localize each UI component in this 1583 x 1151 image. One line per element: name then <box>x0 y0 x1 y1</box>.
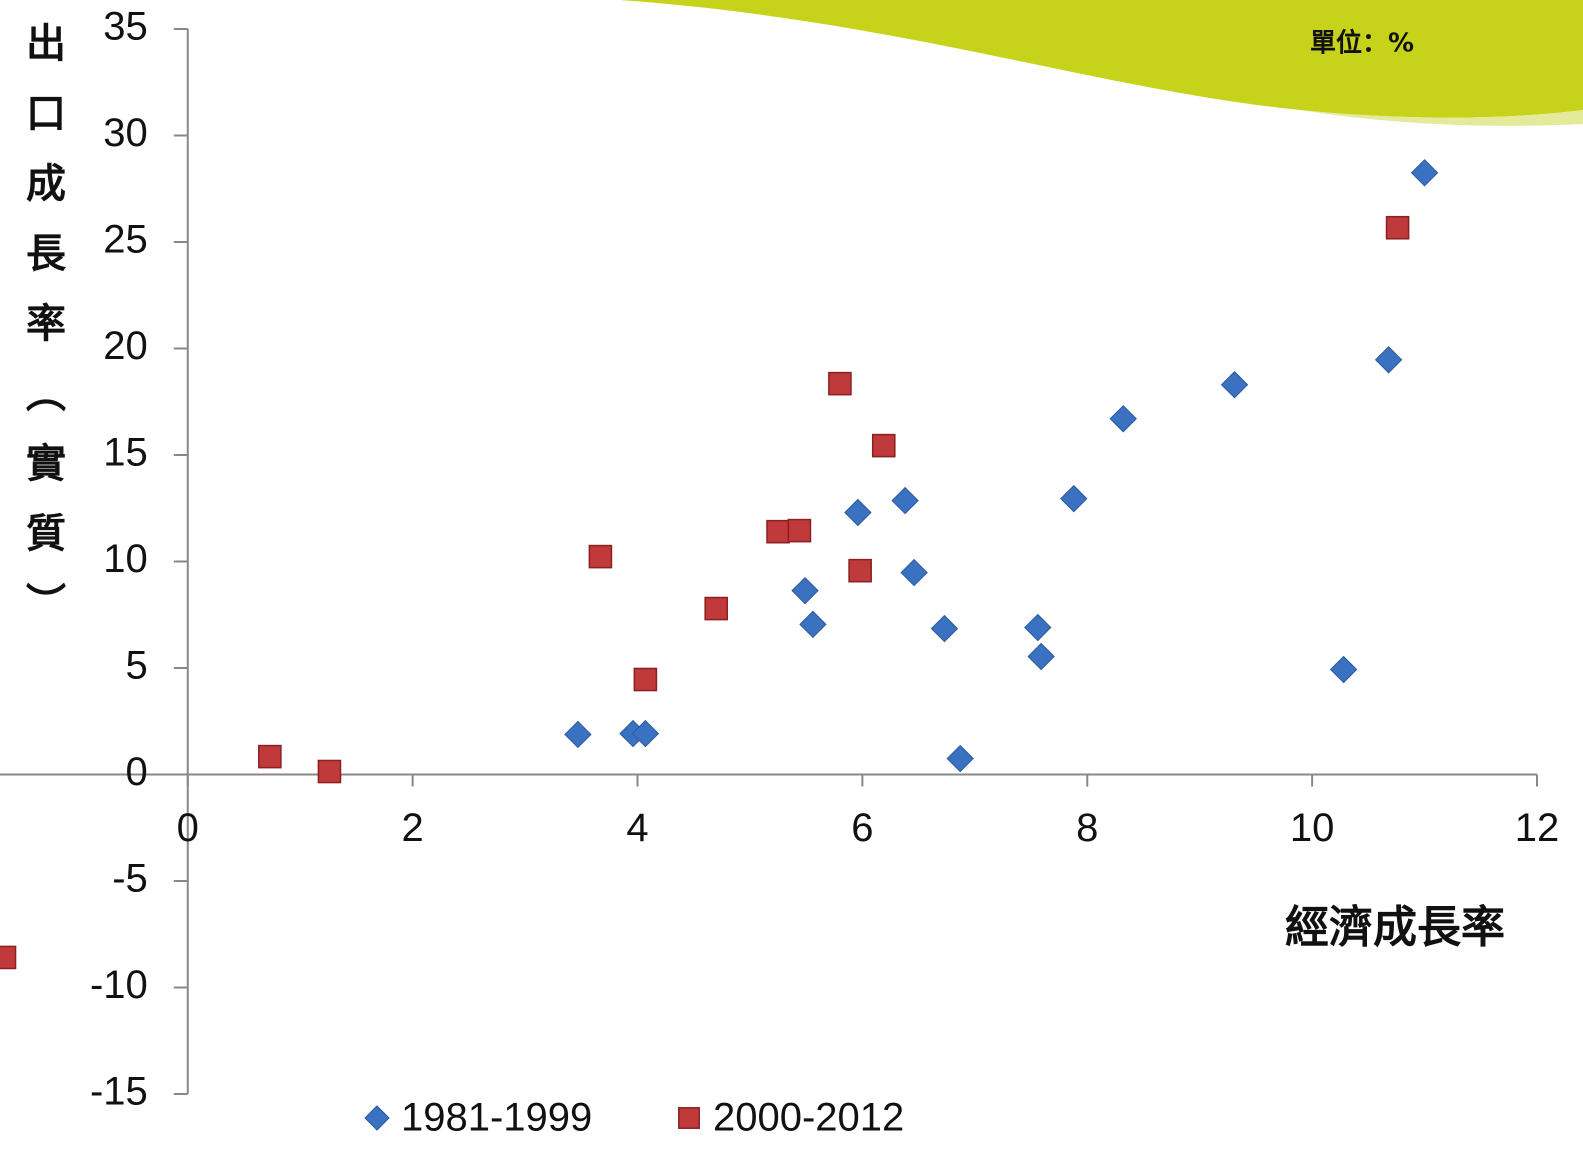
x-axis-title: 經濟成長率 <box>1285 902 1505 953</box>
banner <box>620 0 1583 118</box>
y-axis-title: 出口成長率（實質） <box>19 22 66 652</box>
point <box>317 759 342 784</box>
y-tick-label: 30 <box>103 111 148 155</box>
y-tick-label: 35 <box>103 5 148 49</box>
point <box>871 433 896 458</box>
point <box>0 945 17 970</box>
y-tick-label: 10 <box>103 537 148 581</box>
y-tick-label: 25 <box>103 218 148 262</box>
point <box>930 614 959 643</box>
y-tick-label: 0 <box>126 750 148 794</box>
x-tick-label: 6 <box>851 806 873 850</box>
x-tick-label: 12 <box>1515 806 1560 850</box>
point <box>799 610 827 639</box>
x-tick-label: 8 <box>1076 806 1098 850</box>
point <box>588 544 613 569</box>
legend-marker <box>364 1105 390 1131</box>
point <box>1220 371 1249 399</box>
point <box>564 720 592 749</box>
point <box>1060 484 1088 513</box>
unit-note: 單位：% <box>1310 28 1414 59</box>
x-tick-label: 10 <box>1290 806 1335 850</box>
point <box>828 371 852 396</box>
point <box>1410 159 1439 187</box>
y-tick-label: -10 <box>90 963 148 1007</box>
y-tick-label: -5 <box>112 857 148 901</box>
point <box>844 498 872 527</box>
y-tick-label: 15 <box>103 431 148 475</box>
point <box>258 744 282 769</box>
point <box>946 744 974 773</box>
point <box>1329 655 1358 684</box>
point <box>787 518 812 543</box>
legend-marker <box>678 1107 700 1129</box>
point <box>891 486 919 515</box>
y-tick-label: 20 <box>103 324 148 368</box>
legend-label: 1981-1999 <box>401 1096 592 1140</box>
legend-label: 2000-2012 <box>713 1096 904 1140</box>
x-tick-label: 2 <box>402 806 424 850</box>
point <box>900 558 928 587</box>
point <box>1027 642 1055 671</box>
banner-edge <box>1300 110 1583 126</box>
y-tick-label: -15 <box>90 1070 148 1114</box>
point <box>766 519 790 544</box>
point <box>1109 405 1137 433</box>
point <box>1385 215 1410 240</box>
x-tick-label: 4 <box>626 806 648 850</box>
point <box>631 719 660 748</box>
point <box>791 576 819 605</box>
y-tick-label: 5 <box>126 644 148 688</box>
point <box>704 596 729 621</box>
point <box>848 558 872 583</box>
x-tick-label: 0 <box>177 806 199 850</box>
point <box>1024 613 1052 642</box>
point <box>1374 346 1403 374</box>
point <box>633 667 658 692</box>
